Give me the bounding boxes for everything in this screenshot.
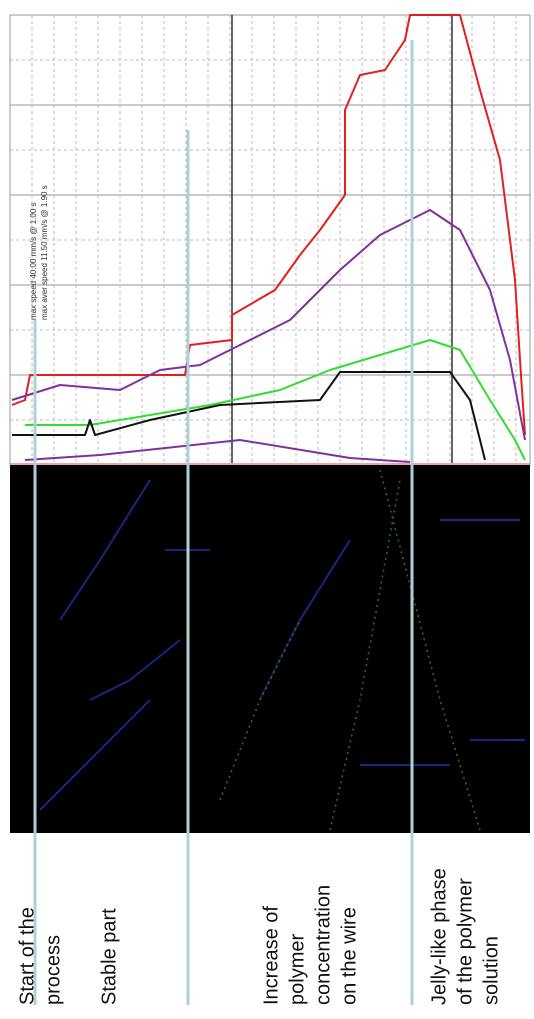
figure: max speed 40.00 mm/s @ 1.00 s max aver s… <box>0 0 534 1019</box>
phase-label: of the polymer <box>454 878 476 1005</box>
phase-label: Stable part <box>98 908 120 1005</box>
phase-label: polymer <box>286 934 308 1005</box>
phase-label: Jelly-like phase <box>428 868 450 1005</box>
phase-label: concentration <box>312 885 334 1005</box>
phase-label: Increase of <box>260 906 282 1005</box>
phase-label: solution <box>480 936 502 1005</box>
phase-label: Start of the <box>16 907 38 1005</box>
annotation: max speed 40.00 mm/s @ 1.00 s <box>29 202 38 320</box>
phase-label: process <box>42 935 64 1005</box>
phase-label: on the wire <box>338 907 360 1005</box>
annotation: max aver speed 11.50 mm/s @ 1.90 s <box>40 185 49 320</box>
